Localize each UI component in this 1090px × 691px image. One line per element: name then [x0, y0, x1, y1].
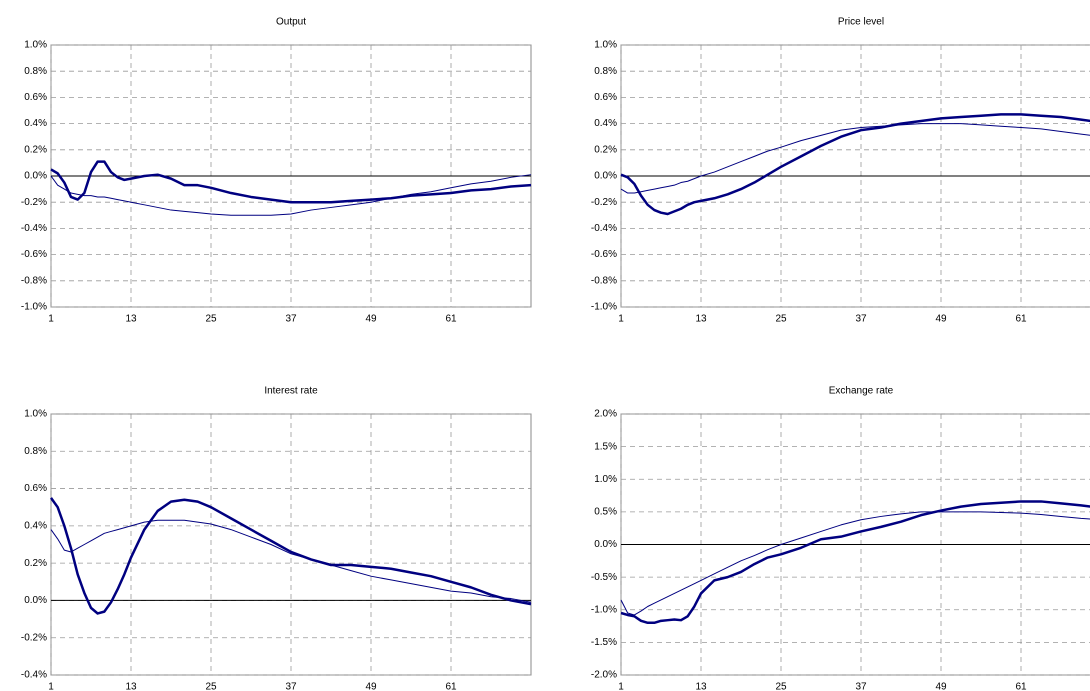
series-line	[620, 113, 1090, 216]
y-tick-label: 0.2%	[24, 558, 47, 569]
x-tick-label: 37	[285, 314, 297, 325]
y-tick-label: 0.6%	[24, 92, 47, 103]
x-tick-label: 61	[445, 314, 457, 325]
chart-title: Output	[276, 17, 306, 28]
x-tick-label: 37	[285, 682, 297, 691]
y-tick-label: -0.2%	[21, 197, 47, 208]
y-tick-label: 1.0%	[594, 40, 617, 51]
x-tick-label: 61	[445, 682, 457, 691]
y-tick-label: 1.0%	[24, 40, 47, 51]
y-tick-label: -0.8%	[591, 275, 617, 286]
y-tick-label: -0.5%	[591, 572, 617, 583]
x-tick-label: 37	[855, 314, 867, 325]
series-line	[50, 160, 532, 204]
x-tick-label: 1	[48, 314, 54, 325]
x-tick-label: 37	[855, 682, 867, 691]
series-line	[49, 497, 532, 615]
y-tick-label: -0.2%	[21, 632, 47, 643]
x-tick-label: 25	[205, 682, 217, 691]
x-tick-label: 1	[618, 682, 624, 691]
x-tick-label: 25	[775, 314, 787, 325]
y-tick-label: -1.0%	[591, 302, 617, 313]
x-tick-label: 1	[48, 682, 54, 691]
chart-title: Interest rate	[264, 386, 318, 397]
y-tick-label: 0.0%	[24, 595, 47, 606]
x-tick-label: 49	[935, 314, 947, 325]
series-line	[50, 174, 532, 216]
y-tick-label: -2.0%	[591, 670, 617, 681]
y-tick-label: 0.4%	[24, 520, 47, 531]
chart-title: Exchange rate	[829, 386, 894, 397]
x-tick-label: 1	[618, 314, 624, 325]
series-line	[620, 511, 1090, 616]
y-tick-label: 0.5%	[594, 507, 617, 518]
series-line	[620, 123, 1090, 194]
y-tick-label: 1.0%	[24, 409, 47, 420]
y-tick-label: 0.6%	[594, 92, 617, 103]
y-tick-label: 0.8%	[594, 66, 617, 77]
y-tick-label: 2.0%	[594, 409, 617, 420]
x-tick-label: 49	[935, 682, 947, 691]
x-tick-label: 13	[695, 682, 707, 691]
x-tick-label: 13	[125, 682, 137, 691]
y-tick-label: 0.8%	[24, 446, 47, 457]
y-tick-label: -1.5%	[591, 637, 617, 648]
y-tick-label: -1.0%	[21, 302, 47, 313]
y-tick-label: -0.4%	[21, 223, 47, 234]
y-tick-label: 0.0%	[594, 539, 617, 550]
y-tick-label: 0.0%	[594, 171, 617, 182]
x-tick-label: 13	[125, 314, 137, 325]
y-tick-label: 1.0%	[594, 474, 617, 485]
x-tick-label: 13	[695, 314, 707, 325]
x-tick-label: 25	[775, 682, 787, 691]
y-tick-label: 0.8%	[24, 66, 47, 77]
y-tick-label: 0.4%	[594, 118, 617, 129]
y-tick-label: 0.2%	[594, 144, 617, 155]
x-tick-label: 61	[1015, 682, 1027, 691]
y-tick-label: 0.2%	[24, 144, 47, 155]
x-tick-label: 49	[365, 314, 377, 325]
y-tick-label: -0.6%	[21, 249, 47, 260]
x-tick-label: 49	[365, 682, 377, 691]
y-tick-label: 1.5%	[594, 441, 617, 452]
x-tick-label: 61	[1015, 314, 1027, 325]
series-line	[50, 519, 532, 603]
x-tick-label: 25	[205, 314, 217, 325]
y-tick-label: -0.2%	[591, 197, 617, 208]
chart-title: Price level	[838, 17, 884, 28]
series-line	[620, 500, 1090, 625]
y-tick-label: 0.6%	[24, 483, 47, 494]
y-tick-label: -0.4%	[591, 223, 617, 234]
y-tick-label: -0.8%	[21, 275, 47, 286]
y-tick-label: -0.6%	[591, 249, 617, 260]
y-tick-label: 0.4%	[24, 118, 47, 129]
y-tick-label: 0.0%	[24, 171, 47, 182]
y-tick-label: -0.4%	[21, 670, 47, 681]
y-tick-label: -1.0%	[591, 604, 617, 615]
